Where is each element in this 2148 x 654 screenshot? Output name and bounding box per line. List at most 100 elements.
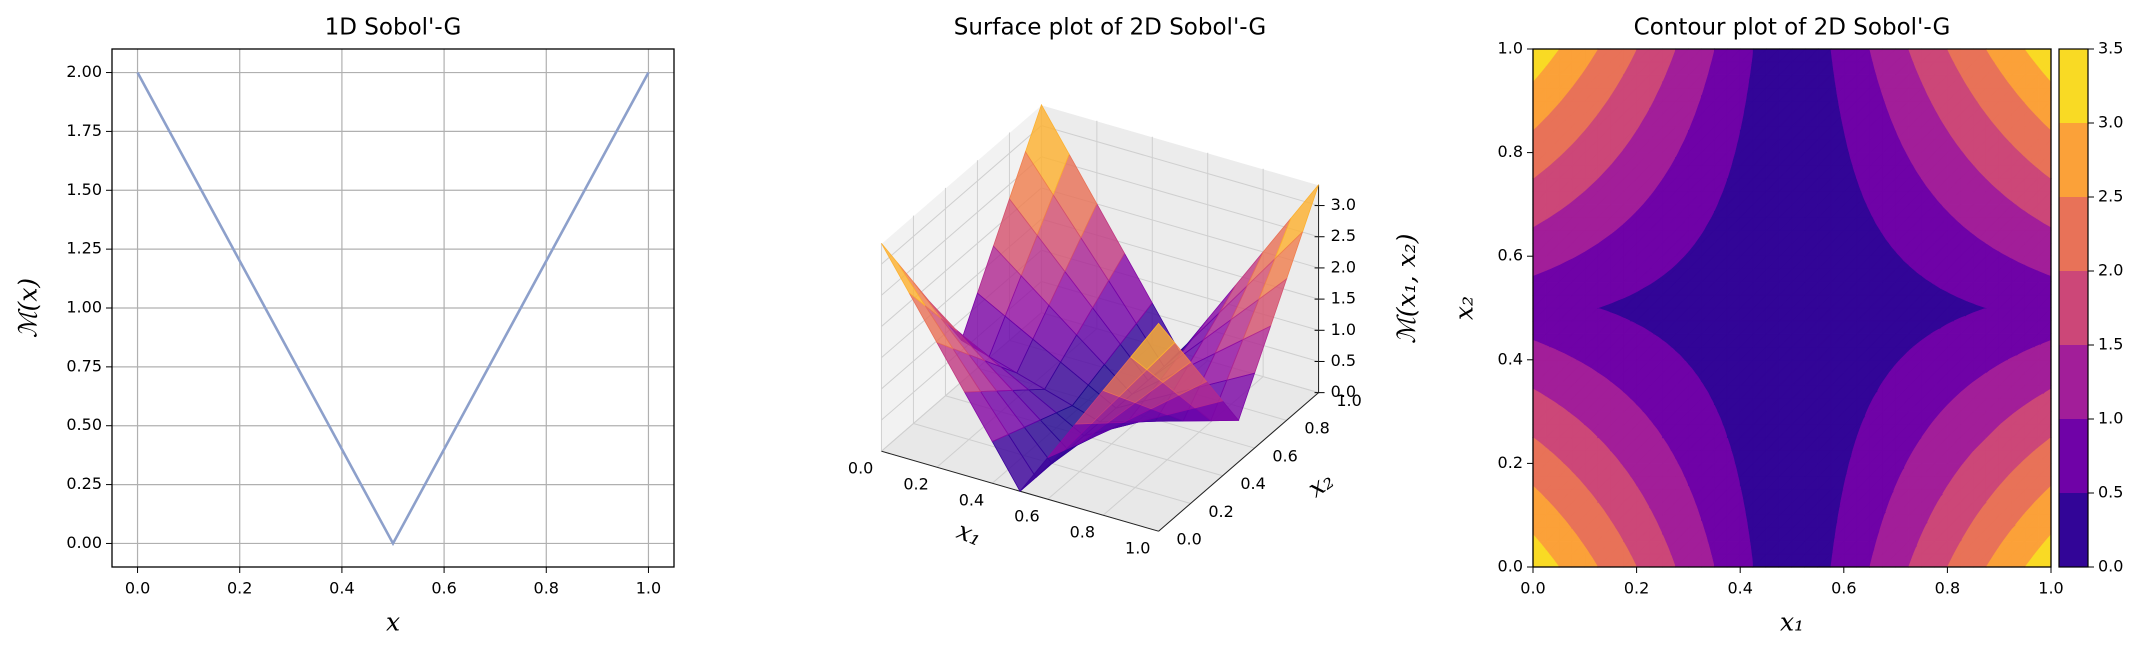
colorbar-tick-label: 1.5 (2098, 335, 2123, 354)
y-axis-label: x₂ (1450, 296, 1479, 320)
grid-line (881, 125, 1042, 265)
x-tick-label: 0.2 (1624, 579, 1649, 598)
line (136, 71, 650, 547)
x-tick-label: 0.4 (1727, 579, 1752, 598)
y-tick-label: 0.2 (1498, 453, 1523, 472)
y-tick-label: 0.2 (1208, 502, 1233, 521)
x-tick-label: 1.0 (636, 579, 661, 598)
contour-fill (1597, 307, 1609, 322)
y-tick-label: 0.25 (66, 474, 102, 493)
contour-fill (1662, 436, 1669, 452)
x-tick-label: 1.0 (2038, 579, 2063, 598)
contour-fill (2037, 344, 2041, 348)
contour-fill (2037, 393, 2044, 400)
contour-fill (1623, 540, 1629, 555)
colorbar-band (2059, 271, 2088, 345)
z-tick-label: 0.0 (1331, 382, 1356, 401)
y-tick-label: 1.75 (66, 121, 102, 140)
grid-line (1041, 156, 1319, 238)
contour-fill (1545, 549, 1549, 555)
z-tick-label: 2.0 (1331, 257, 1356, 276)
contour-fill (1584, 364, 1591, 374)
grid-line (881, 156, 1042, 296)
x-tick-label: 0.8 (534, 579, 559, 598)
contour-fill (1584, 424, 1592, 439)
contour-fill (1636, 323, 1644, 335)
contour-fill (1597, 501, 1604, 516)
contour-fill (1726, 437, 1731, 452)
contour-fill (1558, 512, 1561, 516)
y-tick-label: 0.4 (1240, 474, 1265, 493)
contour-fill (1714, 404, 1717, 413)
x-axis-label: x₁ (1780, 608, 1804, 637)
contour-fill (1675, 457, 1678, 465)
colorbar-tick-label: 1.0 (2098, 409, 2123, 428)
chart-title: 1D Sobol'-G (325, 15, 462, 41)
x-axis-label: x₁ (953, 516, 986, 552)
contour-fill (1571, 471, 1575, 478)
contour-fill (1675, 350, 1681, 361)
contour-fill (1934, 328, 1940, 335)
colorbar-tick-label: 0.5 (2098, 483, 2123, 502)
contour-fill (2037, 437, 2052, 452)
y-tick-label: 0.6 (1498, 246, 1523, 265)
contour-fill (1610, 519, 1615, 529)
contour-fill (1636, 485, 1639, 491)
contour-fill (1571, 528, 1578, 542)
contour-fill (1610, 450, 1617, 465)
y-tick-label: 0.00 (66, 533, 102, 552)
x-tick-label: 0.0 (125, 579, 150, 598)
y-tick-label: 0.6 (1272, 446, 1297, 465)
contour-fill (1545, 447, 1548, 452)
contour-fill (1701, 520, 1704, 529)
grid-line (1041, 125, 1319, 207)
colorbar-frame (2058, 48, 2089, 568)
chart-title: Surface plot of 2D Sobol'-G (954, 15, 1266, 41)
x-tick-label: 0.8 (1935, 579, 1960, 598)
contour-fill (1571, 414, 1578, 426)
contour-fill (1623, 317, 1627, 322)
contour (1532, 47, 2052, 569)
z-tick-label: 1.0 (1331, 320, 1356, 339)
x-tick-label: 0.4 (329, 579, 354, 598)
contour-fill (1636, 404, 1641, 413)
colorbar-band (2059, 197, 2088, 271)
contour-fill (1649, 331, 1652, 335)
contour-fill (1545, 345, 1548, 348)
z-tick-label: 1.5 (1331, 289, 1356, 308)
contour-fill (1571, 357, 1574, 361)
x-tick-label: 0.2 (903, 475, 928, 494)
contour-fill (1688, 363, 1693, 374)
contour-fill (1584, 485, 1587, 491)
axis-line (1158, 392, 1319, 532)
y-tick-label: 0.4 (1498, 349, 1523, 368)
surface-patch (881, 243, 926, 306)
contour-fill (1584, 545, 1589, 555)
colorbar-tick-label: 0.0 (2098, 557, 2123, 576)
contour-fill (1623, 466, 1628, 478)
y-tick-label: 1.50 (66, 180, 102, 199)
y-tick-label: 0.75 (66, 356, 102, 375)
y-tick-label: 1.00 (66, 298, 102, 317)
y-tick-label: 0.8 (1498, 142, 1523, 161)
x-tick-label: 0.8 (1070, 523, 1095, 542)
contour-fill (1688, 485, 1690, 491)
contour-fill (1623, 392, 1628, 400)
contour-fill (1597, 436, 1605, 452)
colorbar-tick-label: 3.5 (2098, 39, 2123, 58)
x-tick-label: 1.0 (1125, 539, 1150, 558)
colorbar-band (2059, 123, 2088, 197)
contour-fill (1558, 458, 1562, 465)
x-tick-label: 0.0 (848, 459, 873, 478)
contour-fill (1701, 381, 1704, 387)
y-tick-label: 1.25 (66, 239, 102, 258)
colorbar-tick-label: 2.5 (2098, 187, 2123, 206)
contour-fill (1973, 307, 1987, 322)
y-axis-label: x₂ (1302, 465, 1338, 503)
colorbar-tick-label: 3.0 (2098, 113, 2123, 132)
z-axis-label: ℳ(x₁, x₂) (1392, 234, 1421, 344)
axes-frame (111, 48, 675, 568)
y-tick-label: 0.50 (66, 415, 102, 434)
contour-fill (1558, 404, 1564, 413)
